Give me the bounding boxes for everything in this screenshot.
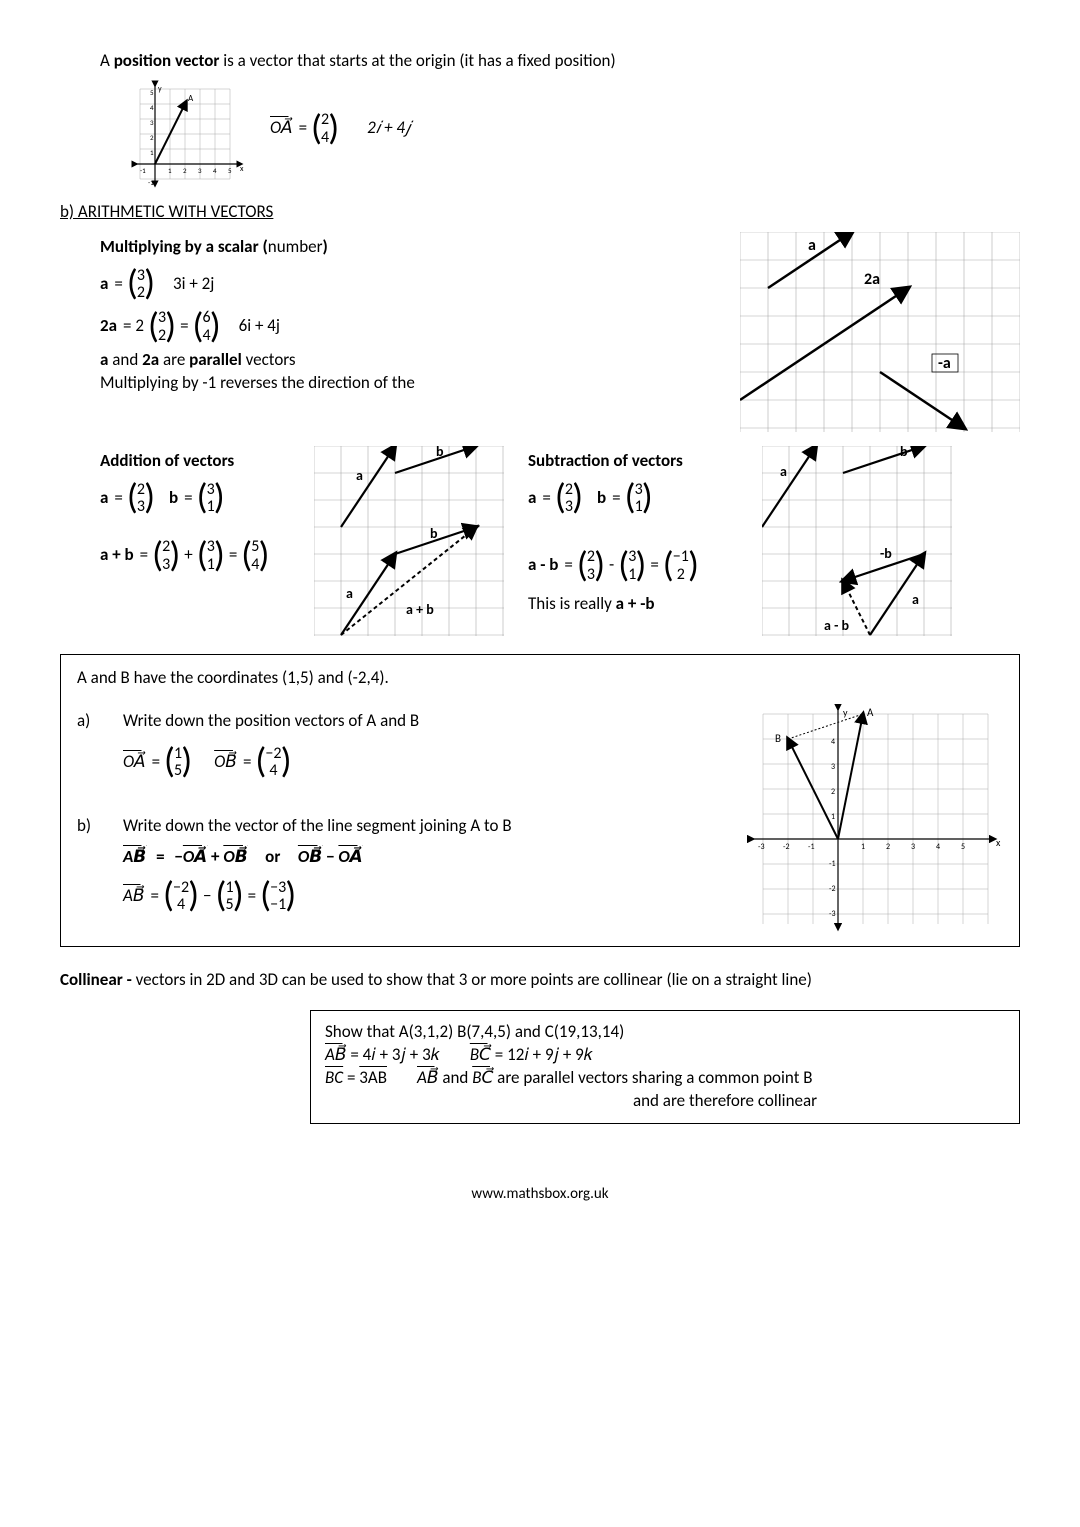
qb-text: Write down the vector of the line segmen…	[123, 815, 512, 838]
svg-text:5: 5	[961, 842, 965, 852]
svg-text:-1: -1	[140, 166, 146, 175]
svg-text:-3: -3	[758, 842, 765, 852]
example-coords: A and B have the coordinates (1,5) and (…	[77, 667, 1003, 690]
svg-text:-b: -b	[880, 545, 892, 562]
qb-label: b)	[77, 815, 105, 919]
svg-text:5: 5	[150, 88, 154, 97]
svg-text:2: 2	[150, 133, 154, 142]
collinear-text: vectors in 2D and 3D can be used to show…	[136, 969, 812, 990]
qa-text: Write down the position vectors of A and…	[123, 710, 419, 733]
svg-text:a - b: a - b	[824, 617, 850, 634]
svg-text:2: 2	[183, 166, 187, 175]
svg-text:-2: -2	[829, 884, 836, 894]
section-b-title: b) ARITHMETIC WITH VECTORS	[60, 201, 1020, 224]
svg-text:B: B	[775, 732, 781, 745]
svg-text:1: 1	[861, 842, 865, 852]
reverse-note: Multiplying by -1 reverses the direction…	[100, 372, 720, 395]
svg-text:b: b	[900, 446, 908, 460]
qa-label: a)	[77, 710, 105, 785]
svg-text:1: 1	[168, 166, 172, 175]
twoa-ij: 6i + 4j	[239, 315, 280, 338]
scalar-grid: a 2a -a	[740, 232, 1020, 432]
oa-ij-form: 2𝑖 + 4𝑗	[367, 117, 410, 140]
svg-text:4: 4	[831, 737, 835, 747]
svg-text:a: a	[356, 467, 363, 484]
svg-text:3: 3	[911, 842, 915, 852]
svg-text:x: x	[240, 164, 244, 174]
svg-text:-1: -1	[148, 178, 154, 187]
subtraction-title: Subtraction of vectors	[528, 450, 748, 473]
svg-text:1: 1	[150, 148, 154, 157]
addition-title: Addition of vectors	[100, 450, 300, 473]
svg-text:y: y	[158, 84, 162, 94]
svg-text:a: a	[808, 236, 816, 255]
subtraction-note: This is really a + -b	[528, 593, 748, 616]
svg-text:y: y	[843, 706, 848, 719]
collinear-box: Show that A(3,1,2) B(7,4,5) and C(19,13,…	[310, 1010, 1020, 1124]
footer-url: www.mathsbox.org.uk	[60, 1184, 1020, 1204]
svg-text:a: a	[912, 591, 919, 608]
ab-coordinate-grid: x y A B 4 3 2 1 -1 -2 -3 1 2 3 4 5 -1 -2 -3	[743, 704, 1003, 934]
svg-text:2a: 2a	[864, 270, 880, 289]
svg-text:4: 4	[150, 103, 154, 112]
subtraction-grid: a b a -b a - b	[762, 446, 952, 636]
scalar-title: Multiplying by a scalar (number)	[100, 236, 720, 259]
svg-text:A: A	[188, 93, 194, 104]
collinear-l1: Show that A(3,1,2) B(7,4,5) and C(19,13,…	[325, 1021, 1005, 1044]
position-vector-grid: A y x 5 4 3 2 1 1 2 3 4 5 -1-1	[130, 79, 250, 189]
oa-label: OA⃗	[270, 117, 293, 140]
twoa-label: 2a	[100, 315, 117, 338]
svg-text:a + b: a + b	[406, 601, 434, 618]
svg-text:a: a	[780, 463, 787, 480]
svg-text:x: x	[996, 836, 1001, 849]
oa-column-vector: 2 4	[315, 109, 335, 148]
example-box: A and B have the coordinates (1,5) and (…	[60, 654, 1020, 947]
svg-text:-1: -1	[808, 842, 815, 852]
intro-text: A position vector is a vector that start…	[100, 50, 1020, 73]
a-label: a	[100, 273, 108, 296]
svg-text:a: a	[346, 585, 353, 602]
svg-text:2: 2	[886, 842, 890, 852]
svg-text:4: 4	[936, 842, 940, 852]
collinear-title: Collinear -	[60, 969, 132, 990]
svg-text:-2: -2	[783, 842, 790, 852]
addition-grid: a b a b a + b	[314, 446, 504, 636]
svg-text:-3: -3	[829, 909, 836, 919]
svg-text:3: 3	[150, 118, 154, 127]
svg-text:3: 3	[198, 166, 202, 175]
collinear-l4: and are therefore collinear	[325, 1090, 1005, 1113]
svg-text:3: 3	[831, 762, 835, 772]
svg-text:b: b	[436, 446, 444, 460]
svg-text:A: A	[867, 706, 874, 719]
a-ij: 3i + 2j	[173, 273, 214, 296]
svg-text:-1: -1	[829, 859, 836, 869]
intro-bold: position vector	[114, 50, 220, 71]
parallel-note: a and 2a are parallel vectors	[100, 349, 720, 372]
svg-text:5: 5	[228, 166, 232, 175]
svg-text:2: 2	[831, 787, 835, 797]
svg-text:-a: -a	[938, 354, 951, 373]
svg-text:4: 4	[213, 166, 217, 175]
svg-text:b: b	[430, 525, 438, 542]
svg-text:1: 1	[831, 812, 835, 822]
